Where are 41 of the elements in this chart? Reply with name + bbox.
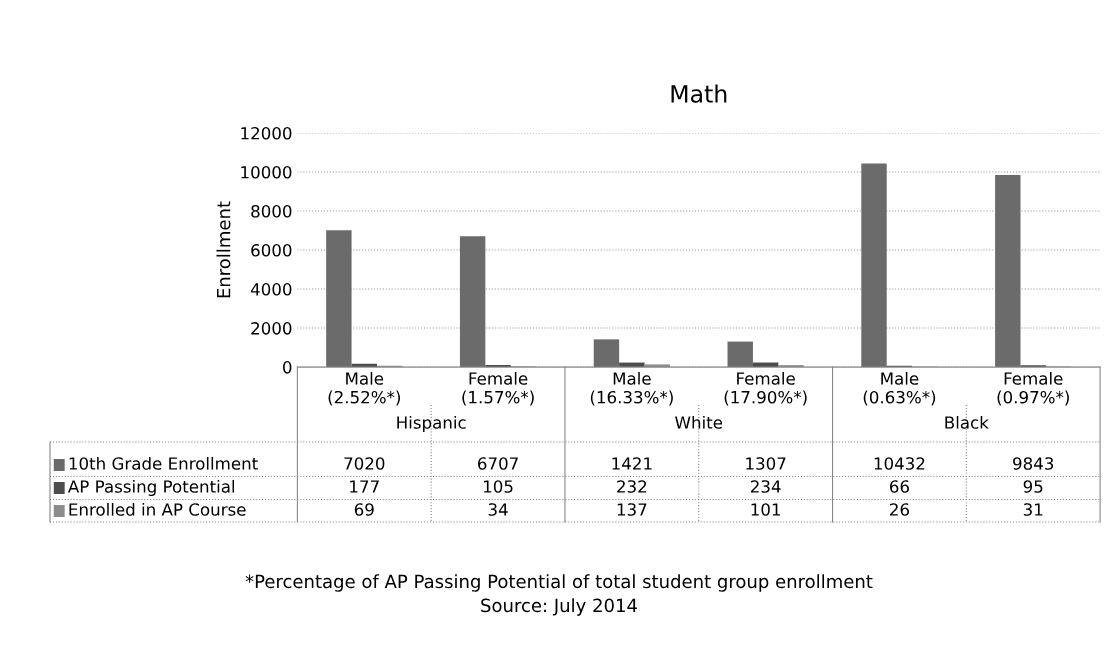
data-label: 66 xyxy=(889,480,909,493)
y-tick-label: 6000 xyxy=(251,244,292,257)
data-label: 105 xyxy=(483,480,513,493)
legend-label: Enrolled in AP Course xyxy=(69,502,246,516)
y-axis-title: Enrollment xyxy=(216,201,231,298)
text: White xyxy=(675,415,723,429)
data-label: 9843 xyxy=(1013,457,1054,470)
x-tick-label: Female (17.90%*) xyxy=(724,371,807,406)
x-tick-label: Male (2.52%*) xyxy=(328,371,400,406)
chart-title: Math xyxy=(671,84,727,103)
y-tick-label: 12000 xyxy=(241,126,292,140)
data-label: 34 xyxy=(488,503,508,516)
data-label: 10432 xyxy=(874,457,925,470)
data-label: 101 xyxy=(751,503,781,516)
data-label: 26 xyxy=(890,503,909,516)
data-label: 6707 xyxy=(478,457,518,470)
data-label: 137 xyxy=(617,503,647,516)
x-tick-label: Male (0.63%*) xyxy=(863,371,936,406)
y-tick-label: 10000 xyxy=(241,165,292,179)
source-note: Source: July 2014 xyxy=(481,598,637,616)
y-tick-label: 0 xyxy=(283,361,292,374)
text: *Percentage of AP Passing Potential of total student group enrollment xyxy=(245,574,873,592)
data-label: 1421 xyxy=(612,457,652,470)
legend-label: 10th Grade Enrollment xyxy=(69,456,258,470)
data-label: 234 xyxy=(750,480,781,493)
y-tick-label: 2000 xyxy=(251,322,292,335)
y-tick-label: 4000 xyxy=(250,283,292,296)
legend-label: AP Passing Potential xyxy=(68,479,235,497)
y-tick-label: 8000 xyxy=(251,204,292,218)
text: Hispanic xyxy=(397,415,466,433)
data-label: 232 xyxy=(617,480,647,493)
x-tick-label: Female (1.57%*) xyxy=(462,371,534,406)
data-label: 7020 xyxy=(344,457,385,470)
text: Black xyxy=(945,415,989,429)
data-label: 177 xyxy=(350,480,379,493)
data-label: 69 xyxy=(354,503,374,516)
data-label: 95 xyxy=(1023,480,1043,493)
data-label: 1307 xyxy=(746,457,786,470)
x-tick-label: Female (0.97%*) xyxy=(997,371,1069,406)
data-label: 31 xyxy=(1023,503,1043,516)
x-tick-label: Male (16.33%*) xyxy=(590,371,673,406)
